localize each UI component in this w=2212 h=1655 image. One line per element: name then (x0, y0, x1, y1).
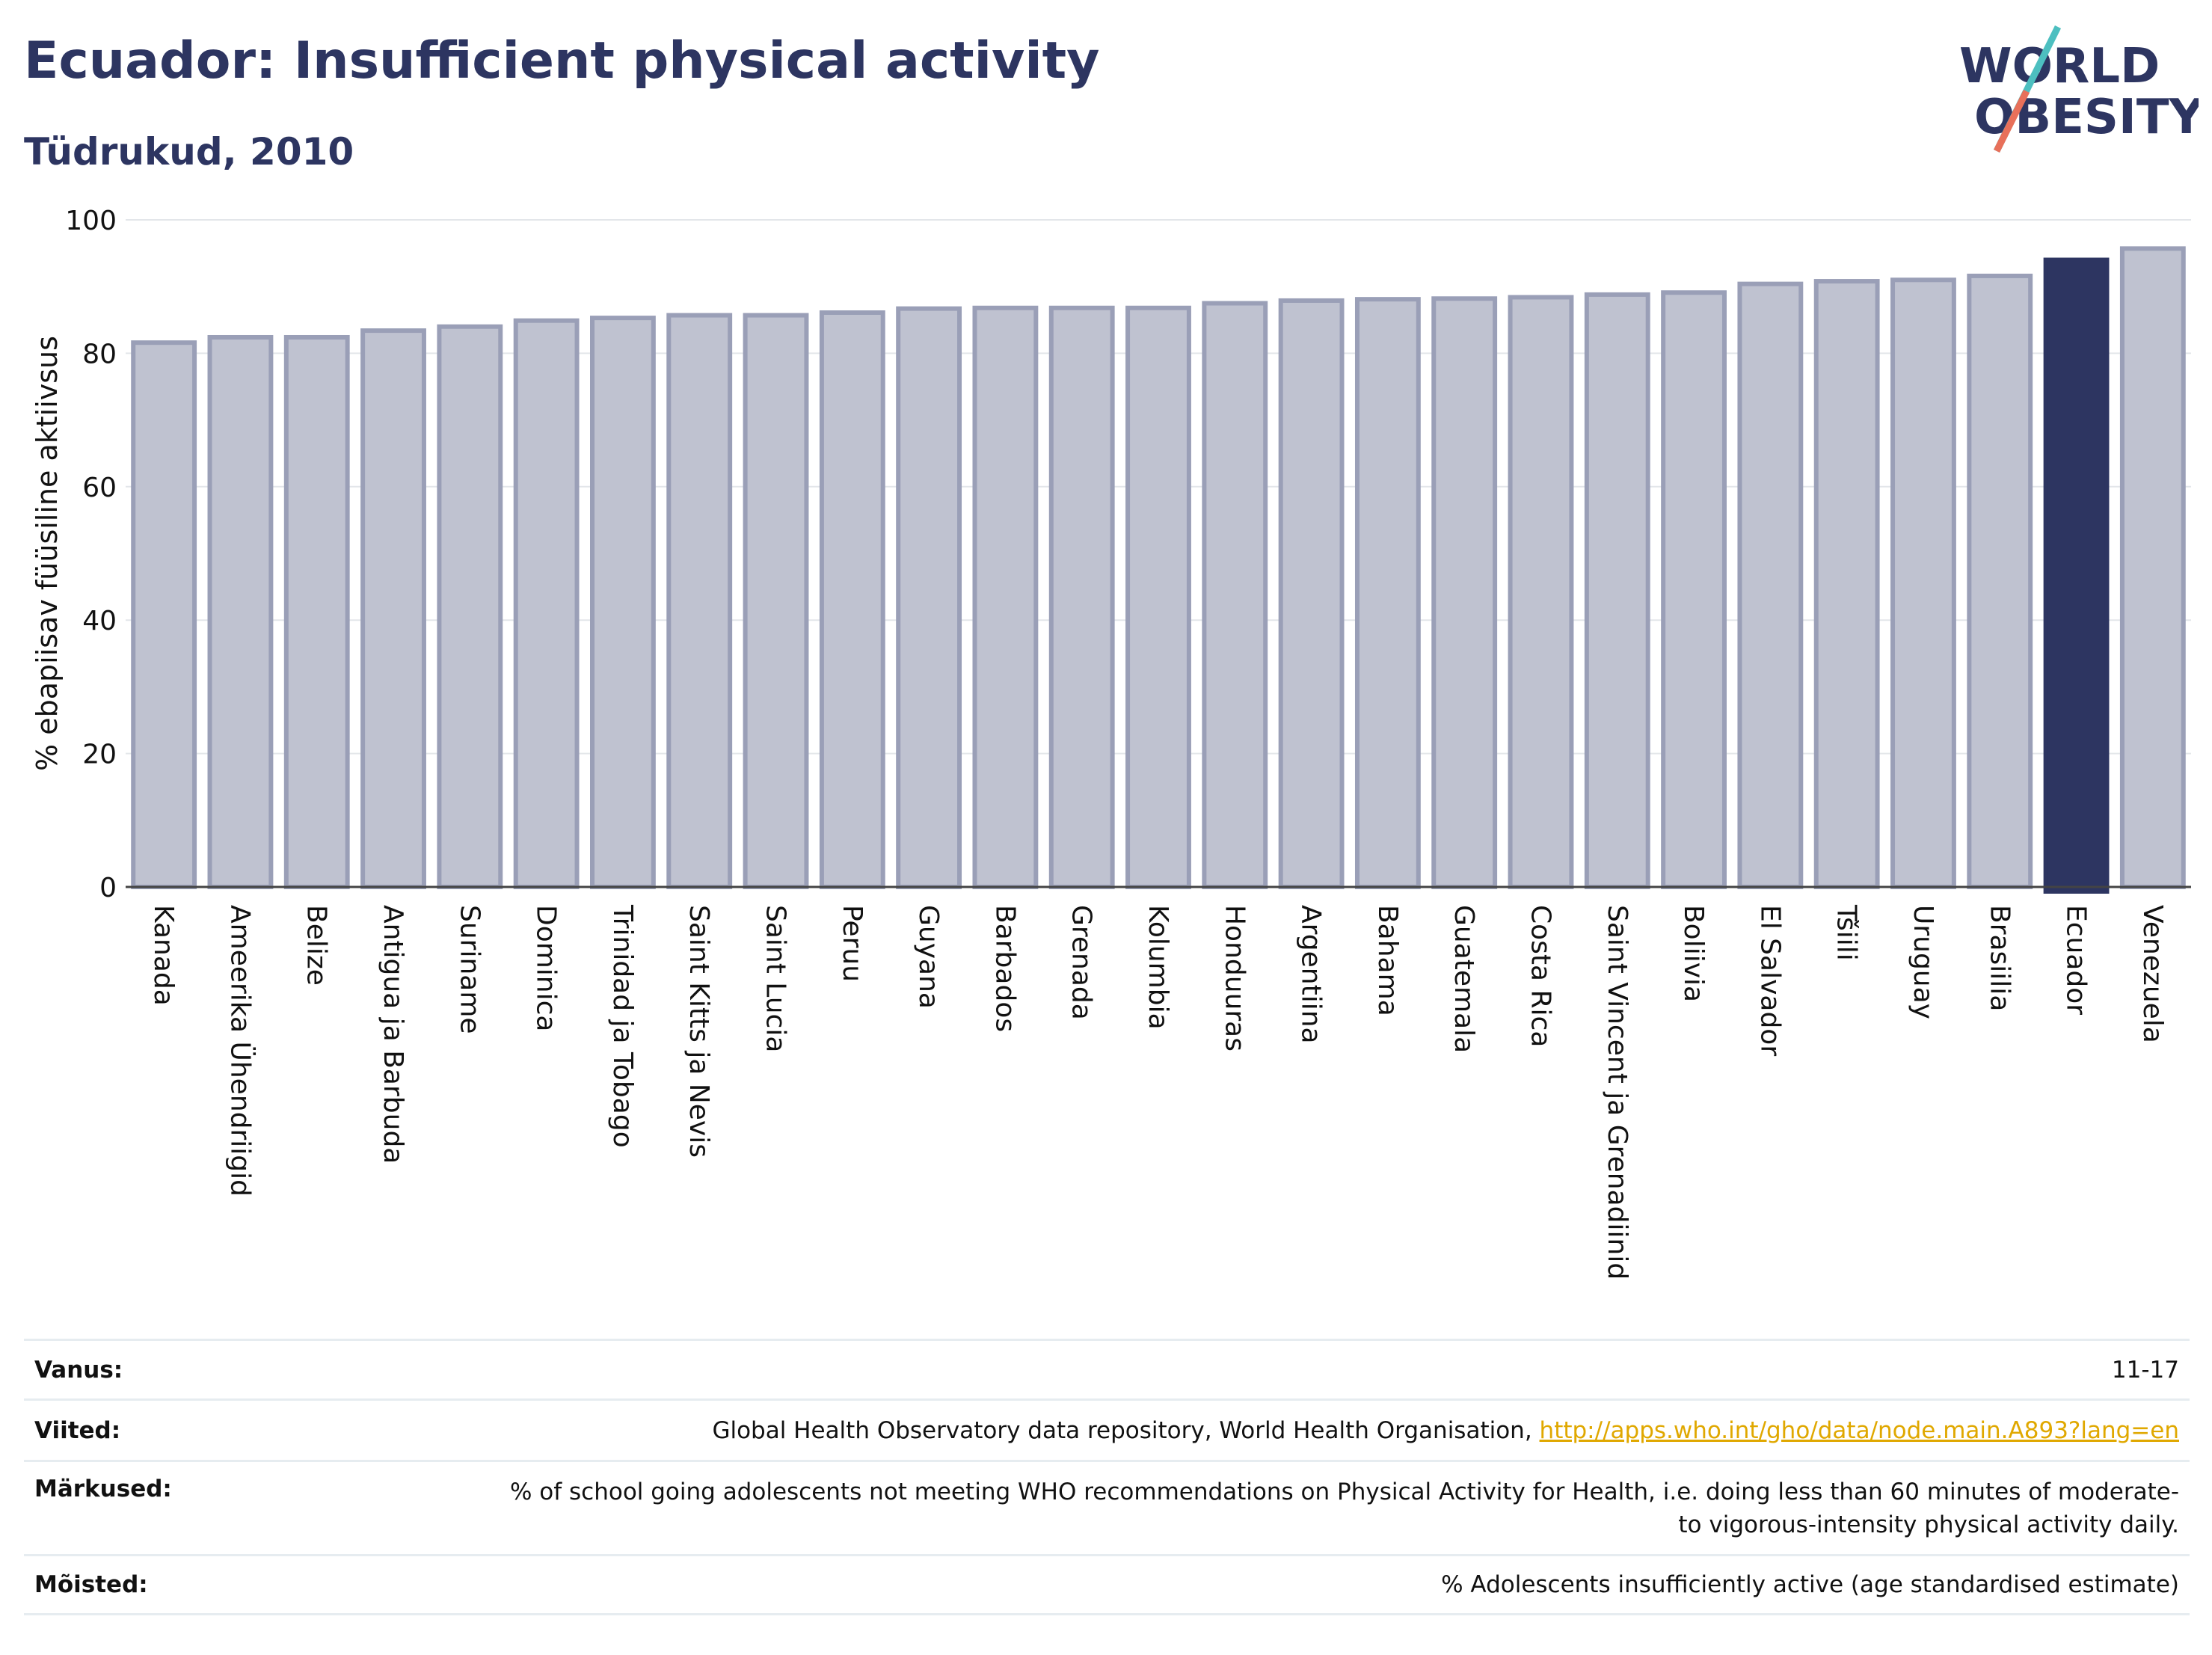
age-label: Vanus: (34, 1356, 123, 1384)
page-subtitle: Tüdrukud, 2010 (24, 130, 354, 174)
bar-trinidad-ja-tobago (590, 316, 656, 889)
x-tick-label: Trinidad ja Tobago (607, 904, 638, 1148)
x-tick-label: Boliivia (1678, 905, 1709, 1002)
logo-slash-coral (1993, 89, 2030, 153)
bar-grenada (1048, 305, 1115, 889)
info-row-age: Vanus: 11-17 (24, 1339, 2190, 1398)
bar-costa-rica (1508, 295, 1574, 889)
refs-text: Global Health Observatory data repositor… (712, 1416, 1540, 1444)
x-tick-labels: Kanada Ameerika Ühendriigid Belize Antigua … (148, 904, 2168, 1280)
bar-ecuador (2043, 257, 2110, 894)
x-tick-label: Kanada (148, 905, 179, 1006)
bar-honduuras (1202, 301, 1268, 889)
y-tick-label: 40 (82, 606, 117, 636)
x-tick-label: Dominica (531, 905, 562, 1032)
y-tick-label: 0 (99, 873, 117, 903)
bar-barbados (972, 305, 1039, 889)
x-tick-label: Brasiilia (1984, 905, 2015, 1011)
x-tick-label: Uruguay (1908, 905, 1938, 1019)
bar-suriname (437, 324, 503, 890)
y-axis-label: % ebapiisav füüsiline aktiivsus (31, 336, 64, 771)
bar-antigua-ja-barbuda (360, 328, 426, 889)
bar-el-salvador (1737, 281, 1804, 889)
bar-brasiilia (1967, 273, 2033, 890)
bar-belize (283, 334, 350, 889)
world-obesity-logo: WORLD OBESITY (1959, 25, 2199, 153)
y-tick-label: 60 (82, 473, 117, 503)
x-tick-label: Grenada (1066, 905, 1097, 1020)
info-row-refs: Viited: Global Health Observatory data r… (24, 1398, 2190, 1460)
x-tick-label: Venezuela (2137, 905, 2168, 1043)
refs-value: Global Health Observatory data repositor… (712, 1414, 2179, 1447)
x-tick-label: Kolumbia (1143, 905, 1173, 1030)
bar-kanada (131, 340, 197, 889)
bar-ameerika-hendriigid (207, 334, 274, 889)
bars (131, 246, 2186, 894)
bar-saint-lucia (743, 313, 809, 889)
refs-label: Viited: (34, 1416, 121, 1444)
x-tick-label: Peruu (837, 905, 867, 982)
x-tick-label: Guyana (913, 905, 944, 1009)
bar-chart: 0 20 40 60 80 100 Kanada Ameerika Ühendriigid B… (31, 206, 2191, 1280)
refs-link[interactable]: http://apps.who.int/gho/data/node.main.A… (1539, 1416, 2179, 1444)
bar-kolumbia (1125, 305, 1191, 889)
y-tick-labels: 0 20 40 60 80 100 (65, 206, 117, 903)
y-tick-label: 80 (82, 339, 117, 369)
info-row-defs: Mõisted: % Adolescents insufficiently ac… (24, 1554, 2190, 1615)
x-tick-label: Barbados (989, 905, 1020, 1032)
bar-saint-vincent-ja-grenadiinid (1584, 292, 1650, 889)
x-tick-label: Antigua ja Barbuda (378, 905, 408, 1164)
bar-bahama (1354, 297, 1421, 889)
y-tick-label: 20 (82, 740, 117, 770)
logo-line1: WORLD (1959, 39, 2160, 94)
x-tick-label: Costa Rica (1525, 905, 1555, 1047)
bar-guyana (896, 306, 962, 889)
bar-uruguay (1890, 277, 1956, 889)
bar-venezuela (2119, 246, 2186, 889)
defs-value: % Adolescents insufficiently active (age… (1441, 1571, 2179, 1598)
x-tick-label: Saint Kitts ja Nevis (683, 905, 714, 1158)
x-tick-label: Saint Vincent ja Grenadiinid (1602, 905, 1632, 1280)
info-table: Vanus: 11-17 Viited: Global Health Obser… (24, 1339, 2190, 1615)
x-tick-label: Ameerika Ühendriigid (224, 905, 256, 1197)
bar-saint-kitts-ja-nevis (666, 313, 733, 889)
x-tick-label: Belize (301, 905, 332, 986)
y-tick-label: 100 (65, 206, 117, 236)
x-tick-label: Saint Lucia (761, 905, 791, 1052)
x-tick-label: El Salvador (1754, 905, 1785, 1056)
bar-argentiina (1278, 298, 1345, 889)
notes-value: % of school going adolescents not meetin… (509, 1479, 2179, 1538)
age-value: 11-17 (2111, 1356, 2179, 1384)
x-tick-label: Suriname (454, 905, 485, 1034)
x-tick-label: Argentiina (1296, 905, 1327, 1044)
bar-dominica (513, 318, 580, 889)
bar-t-iili (1813, 279, 1880, 889)
x-tick-label: Tšiili (1831, 904, 1862, 961)
page-title: Ecuador: Insufficient physical activity (24, 31, 1100, 90)
x-tick-label: Ecuador (2061, 905, 2092, 1015)
defs-label: Mõisted: (34, 1571, 148, 1598)
info-row-notes: Märkused: % of school going adolescents … (24, 1460, 2190, 1554)
x-tick-label: Honduuras (1219, 905, 1250, 1051)
bar-boliivia (1661, 290, 1727, 889)
notes-label: Märkused: (34, 1476, 172, 1502)
bar-peruu (819, 310, 885, 890)
x-tick-label: Bahama (1372, 905, 1403, 1016)
bar-guatemala (1431, 296, 1498, 890)
x-tick-label: Guatemala (1448, 905, 1479, 1053)
